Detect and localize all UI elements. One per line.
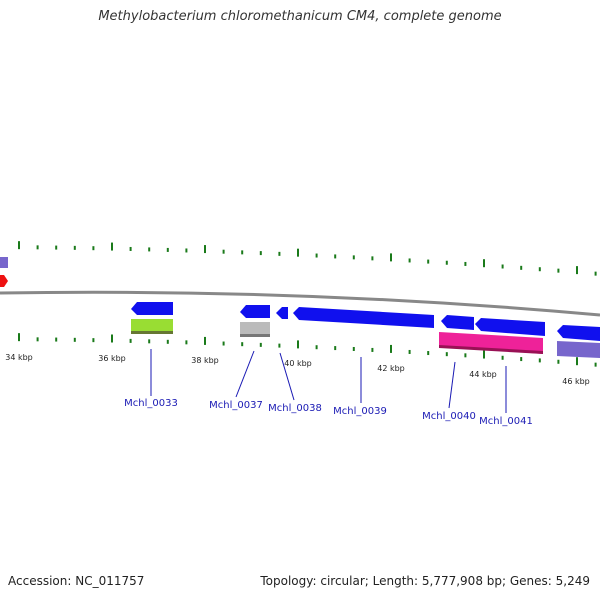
rna-green-shadow [131, 331, 173, 334]
scale-label-42kbp: 42 kbp [377, 364, 405, 373]
cds-arrow-mchl-0040[interactable] [441, 315, 474, 330]
gene-label-mchl-0039[interactable]: Mchl_0039 [333, 406, 387, 417]
genome-backbone [0, 290, 600, 317]
scale-label-44kbp: 44 kbp [469, 370, 497, 379]
cds-arrow-mchl-0041[interactable] [475, 318, 545, 336]
red-feature-left[interactable] [0, 275, 8, 287]
accession-text: Accession: NC_011757 [8, 574, 145, 588]
pink-feature-shadow [439, 345, 543, 354]
leader-mchl-0038 [279, 352, 295, 401]
rna-green-feature[interactable] [131, 319, 173, 333]
gene-label-mchl-0038[interactable]: Mchl_0038 [268, 403, 322, 414]
gene-label-mchl-0041[interactable]: Mchl_0041 [479, 416, 533, 427]
cds-arrow-right-edge[interactable] [557, 325, 600, 341]
scale-label-38kbp: 38 kbp [191, 356, 219, 365]
cds-arrow-mchl-0033[interactable] [131, 302, 173, 315]
cds-arrow-mchl-0037[interactable] [240, 305, 270, 318]
scale-label-40kbp: 40 kbp [284, 359, 312, 368]
rna-gray-feature[interactable] [240, 322, 270, 336]
purple-feature-left[interactable] [0, 257, 8, 268]
genome-summary-text: Topology: circular; Length: 5,777,908 bp… [260, 574, 590, 588]
leader-mchl-0037 [235, 350, 255, 398]
leader-mchl-0040 [448, 361, 456, 409]
scale-label-36kbp: 36 kbp [98, 354, 126, 363]
rna-gray-shadow [240, 334, 270, 337]
pink-feature[interactable] [439, 332, 543, 354]
map-title: Methylobacterium chloromethanicum CM4, c… [98, 9, 502, 24]
scale-label-46kbp: 46 kbp [562, 377, 590, 386]
cds-arrow-mchl-0039[interactable] [293, 307, 434, 328]
scale-label-34kbp: 34 kbp [5, 353, 33, 362]
gene-label-mchl-0037[interactable]: Mchl_0037 [209, 400, 263, 411]
gene-label-mchl-0040[interactable]: Mchl_0040 [422, 411, 476, 422]
purple-feature-right[interactable] [557, 341, 600, 358]
gene-label-mchl-0033[interactable]: Mchl_0033 [124, 398, 178, 409]
cds-arrow-mchl-0038[interactable] [276, 307, 288, 319]
